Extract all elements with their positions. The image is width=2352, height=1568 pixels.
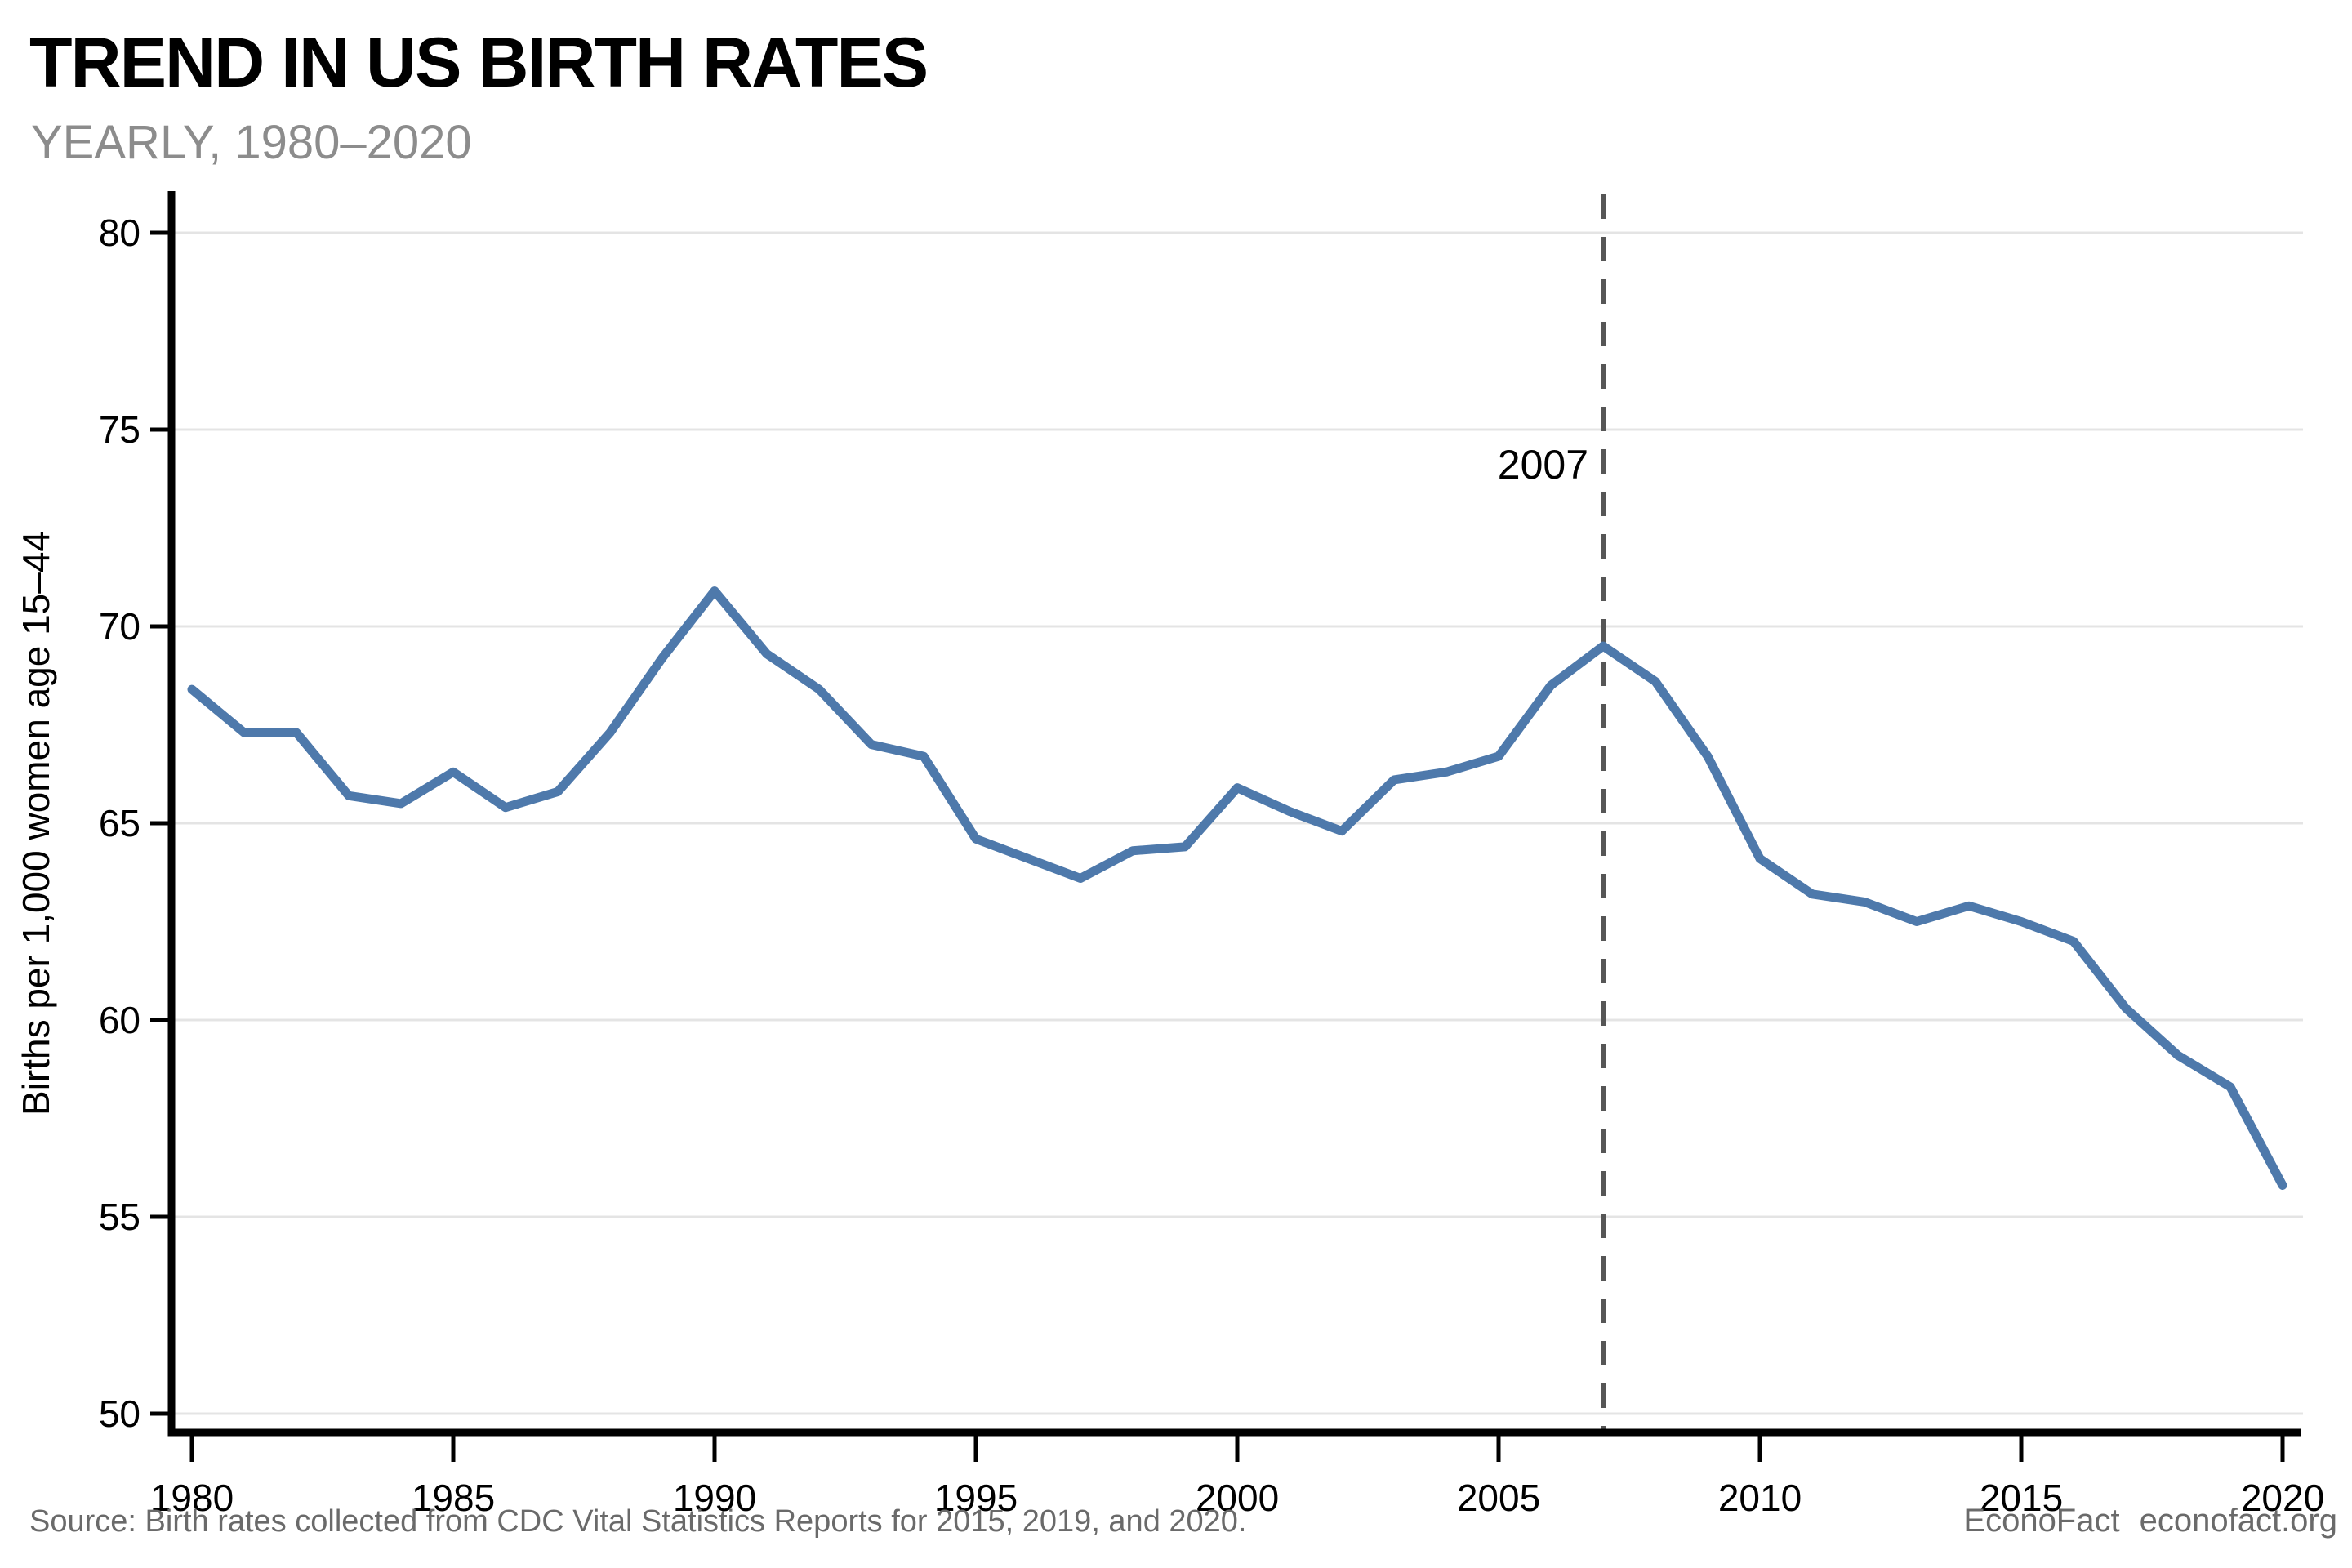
tick-marks (150, 230, 2285, 1462)
y-tick-label-70: 70 (99, 605, 140, 648)
x-tick-label-2010: 2010 (1718, 1477, 1802, 1519)
birth-rate-line (187, 586, 2287, 1190)
birth-rate-line-group (187, 586, 2287, 1190)
x-tick-label-1995: 1995 (934, 1477, 1018, 1519)
x-tick-label-2000: 2000 (1196, 1477, 1279, 1519)
y-tick-label-50: 50 (99, 1392, 140, 1435)
x-tick-label-2005: 2005 (1457, 1477, 1540, 1519)
y-tick-label-55: 55 (99, 1196, 140, 1238)
y-tick-label-60: 60 (99, 999, 140, 1041)
x-tick-label-1985: 1985 (412, 1477, 495, 1519)
chart-subtitle: YEARLY, 1980–2020 (31, 116, 472, 169)
annotation-2007-label: 2007 (1498, 442, 1588, 488)
y-axis-title: Births per 1,000 women age 15–44 (15, 531, 57, 1116)
brand-name: EconoFact (1963, 1503, 2120, 1539)
y-tick-label-65: 65 (99, 802, 140, 844)
tick-labels: 50 55 60 65 70 75 80 1980 1985 1990 1995 2000 2005 20… (99, 212, 2324, 1519)
y-tick-label-75: 75 (99, 408, 140, 451)
brand-site: econofact.org (2139, 1503, 2337, 1539)
gridlines (175, 231, 2303, 1415)
chart-title: TREND IN US BIRTH RATES (29, 24, 929, 102)
source-note: Source: Birth rates collected from CDC V… (29, 1504, 1247, 1539)
axes (167, 191, 2301, 1437)
y-axis-title-text: Births per 1,000 women age 15–44 (15, 531, 57, 1116)
x-tick-label-2020: 2020 (2241, 1477, 2324, 1519)
brand: EconoFact econofact.org (1963, 1504, 2337, 1537)
annotation-2007: 2007 (1498, 194, 1606, 1432)
x-tick-label-1980: 1980 (150, 1477, 234, 1519)
y-tick-label-80: 80 (99, 212, 140, 254)
x-tick-label-2015: 2015 (1980, 1477, 2063, 1519)
x-tick-label-1990: 1990 (673, 1477, 756, 1519)
